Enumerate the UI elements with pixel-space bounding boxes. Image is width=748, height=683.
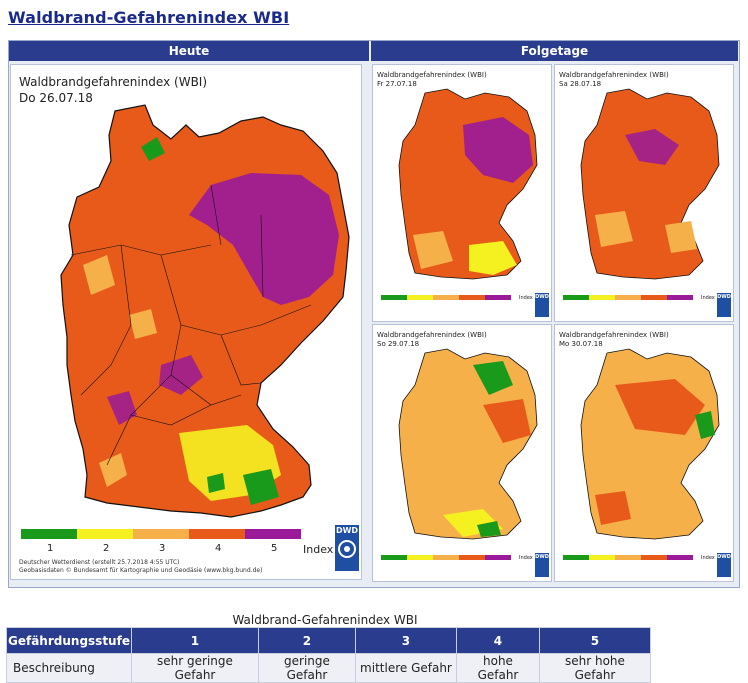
small-map-sa[interactable]: Waldbrandgefahrenindex (WBI) Sa 28.07.18… — [554, 64, 734, 322]
page-title: Waldbrand-Gefahrenindex WBI — [8, 8, 290, 27]
small-legend-mo — [563, 555, 693, 560]
legend-number-4: 4 — [215, 543, 222, 554]
table-header-level-2: 2 — [257, 627, 356, 654]
germany-map-main — [60, 104, 350, 518]
legend-number-5: 5 — [271, 543, 278, 554]
main-map-title: Waldbrandgefahrenindex (WBI) — [19, 75, 208, 89]
legend-number-2: 2 — [103, 543, 110, 554]
dwd-swirl-icon — [338, 540, 356, 558]
legend-unit-label: Index — [303, 543, 334, 556]
dwd-logo: DWD — [335, 525, 359, 571]
germany-map-fr — [398, 88, 538, 280]
table-caption: Waldbrand-Gefahrenindex WBI — [232, 613, 418, 627]
small-map-mo[interactable]: Waldbrandgefahrenindex (WBI) Mo 30.07.18… — [554, 324, 734, 582]
dwd-logo-so: DWD — [535, 553, 549, 577]
table-cell-level-4: hohe Gefahr — [455, 653, 540, 683]
legend-swatch-5 — [245, 529, 301, 539]
small-legend-unit-fr: Index — [519, 295, 533, 301]
small-map-title: Waldbrandgefahrenindex (WBI) — [377, 331, 487, 339]
dwd-logo-fr: DWD — [535, 293, 549, 317]
small-map-date: Fr 27.07.18 — [377, 80, 417, 88]
legend-swatch-2 — [77, 529, 133, 539]
small-map-title: Waldbrandgefahrenindex (WBI) — [559, 331, 669, 339]
table-cell-level-2: geringe Gefahr — [257, 653, 356, 683]
table-header-label: Gefährdungsstufe — [6, 627, 132, 654]
small-map-title: Waldbrandgefahrenindex (WBI) — [559, 71, 669, 79]
dwd-logo-mo: DWD — [717, 553, 731, 577]
table-header-level-1: 1 — [130, 627, 259, 654]
table-row-label: Beschreibung — [6, 653, 132, 683]
table-header-level-3: 3 — [354, 627, 457, 654]
germany-map-so — [398, 348, 538, 540]
small-legend-unit-sa: Index — [701, 295, 715, 301]
table-header-level-5: 5 — [538, 627, 651, 654]
main-map-credit-2: Geobasisdaten © Bundesamt für Kartograph… — [19, 567, 263, 574]
wbi-level-table: Gefährdungsstufe 1 2 3 4 5 Beschreibung … — [6, 627, 651, 683]
table-cell-level-1: sehr geringe Gefahr — [130, 653, 259, 683]
header-following-days: Folgetage — [371, 41, 738, 61]
legend-swatch-3 — [133, 529, 189, 539]
germany-map-mo — [580, 348, 720, 540]
legend-number-1: 1 — [47, 543, 54, 554]
main-map[interactable]: Waldbrandgefahrenindex (WBI) Do 26.07.18 — [10, 64, 362, 580]
main-map-date: Do 26.07.18 — [19, 91, 93, 105]
small-legend-so — [381, 555, 511, 560]
legend-swatch-1 — [21, 529, 77, 539]
main-map-credit-1: Deutscher Wetterdienst (erstellt 25.7.20… — [19, 559, 180, 566]
dwd-logo-text: DWD — [335, 526, 359, 535]
small-legend-unit-so: Index — [519, 555, 533, 561]
table-row: Beschreibung sehr geringe Gefahr geringe… — [6, 653, 651, 683]
small-legend-unit-mo: Index — [701, 555, 715, 561]
small-legend-sa — [563, 295, 693, 300]
table-header-row: Gefährdungsstufe 1 2 3 4 5 — [6, 627, 651, 654]
germany-map-sa — [580, 88, 720, 280]
small-legend-fr — [381, 295, 511, 300]
table-header-level-4: 4 — [455, 627, 540, 654]
header-today: Heute — [9, 41, 369, 61]
main-map-legend — [21, 529, 301, 539]
table-cell-level-3: mittlere Gefahr — [354, 653, 457, 683]
small-map-so[interactable]: Waldbrandgefahrenindex (WBI) So 29.07.18… — [372, 324, 552, 582]
small-map-date: Sa 28.07.18 — [559, 80, 602, 88]
dwd-logo-sa: DWD — [717, 293, 731, 317]
legend-swatch-4 — [189, 529, 245, 539]
small-map-title: Waldbrandgefahrenindex (WBI) — [377, 71, 487, 79]
small-map-date: So 29.07.18 — [377, 340, 420, 348]
table-cell-level-5: sehr hohe Gefahr — [538, 653, 651, 683]
small-map-fr[interactable]: Waldbrandgefahrenindex (WBI) Fr 27.07.18… — [372, 64, 552, 322]
legend-number-3: 3 — [159, 543, 166, 554]
small-map-date: Mo 30.07.18 — [559, 340, 603, 348]
